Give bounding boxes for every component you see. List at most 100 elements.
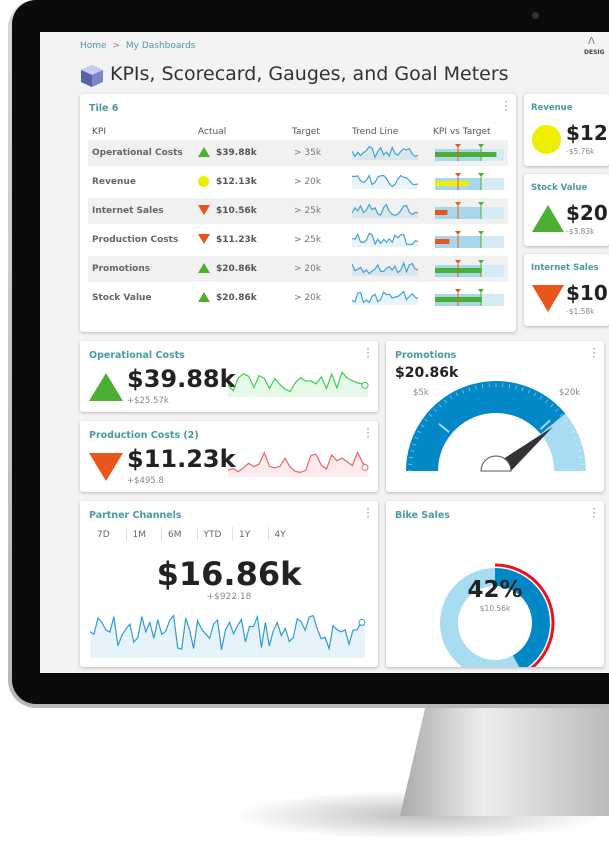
up-triangle-icon xyxy=(198,292,210,302)
kpi-actual: $20.86k xyxy=(216,264,257,274)
scorecard-row[interactable]: Internet Sales $10.56k > 25k xyxy=(88,198,508,224)
more-menu-icon[interactable]: · · · xyxy=(366,422,370,444)
gauge-tick xyxy=(414,437,419,440)
range-separator xyxy=(125,527,127,541)
kpi-value: $12 xyxy=(566,121,608,145)
range-tab-4y[interactable]: 4Y xyxy=(274,530,286,540)
trend-sparkline xyxy=(352,261,419,276)
kpi-sparkline xyxy=(228,371,369,397)
scorecard-row[interactable]: Promotions $20.86k > 20k xyxy=(88,256,508,282)
target-high-marker-icon xyxy=(478,144,484,148)
kpi-target: > 25k xyxy=(294,235,322,245)
kpi-target: > 20k xyxy=(294,293,322,303)
promotions-gauge-card: Promotions · · · $20.86k $5k $20k xyxy=(386,341,604,492)
target-high-marker-icon xyxy=(478,260,484,264)
gauge-tick xyxy=(428,413,433,417)
gauge-tick xyxy=(481,384,484,389)
gauge-tick xyxy=(533,392,537,397)
designer-label[interactable]: DESIG xyxy=(584,49,605,56)
gauge-tick xyxy=(527,389,530,394)
card-title: Revenue xyxy=(531,103,573,113)
kpi-name: Revenue xyxy=(92,177,136,187)
gauge-tick xyxy=(555,408,559,412)
target-high-marker-icon xyxy=(478,173,484,177)
header-target[interactable]: Target xyxy=(292,127,320,137)
range-tab-6m[interactable]: 6M xyxy=(168,530,182,540)
page-title: KPIs, Scorecard, Gauges, and Goal Meters xyxy=(110,63,509,85)
gauge-tick xyxy=(412,443,417,446)
trend-sparkline xyxy=(352,174,419,189)
target-low-marker-icon xyxy=(455,144,461,148)
up-triangle-icon xyxy=(89,373,123,401)
sparkline-area xyxy=(352,175,418,189)
gauge-tick xyxy=(449,395,453,400)
target-low-marker-icon xyxy=(455,231,461,235)
bullet-chart xyxy=(435,260,504,277)
sparkline-line xyxy=(90,614,366,651)
gauge-tick xyxy=(433,408,437,412)
breadcrumb-current[interactable]: My Dashboards xyxy=(125,41,196,51)
bullet-chart xyxy=(435,289,504,306)
camera-icon xyxy=(532,12,539,19)
header-trend[interactable]: Trend Line xyxy=(352,127,399,137)
more-menu-icon[interactable]: · · · xyxy=(366,502,370,524)
kpi-target: > 20k xyxy=(294,177,322,187)
range-separator xyxy=(161,527,162,541)
kpi-target: > 35k xyxy=(294,148,322,158)
kpi-card: Operational Costs · · · $39.88k +$25.57k xyxy=(80,341,378,412)
up-triangle-icon xyxy=(198,147,210,157)
kpi-name: Production Costs xyxy=(92,235,179,245)
gauge-tick xyxy=(424,418,429,422)
scorecard-row[interactable]: Stock Value $20.86k > 20k xyxy=(88,285,508,311)
header-actual[interactable]: Actual xyxy=(198,127,227,137)
scorecard-row[interactable]: Revenue $12.13k > 20k xyxy=(88,169,508,195)
more-menu-icon[interactable]: · · · xyxy=(592,342,596,364)
breadcrumb-home[interactable]: Home xyxy=(80,41,107,51)
donut-target-arc xyxy=(494,563,555,667)
bullet-chart xyxy=(435,202,504,219)
scorecard-row[interactable]: Production Costs $11.23k > 25k xyxy=(88,227,508,253)
range-tab-ytd[interactable]: YTD xyxy=(203,530,222,540)
trend-sparkline xyxy=(352,290,419,305)
card-title: Bike Sales xyxy=(395,510,450,521)
gauge-chart xyxy=(406,381,586,472)
designer-icon[interactable]: Λ xyxy=(588,36,595,47)
neutral-circle-icon xyxy=(198,176,209,187)
sparkline-line xyxy=(352,261,419,275)
gauge-needle xyxy=(500,426,553,472)
gauge-tick xyxy=(550,403,554,408)
range-tab-1y[interactable]: 1Y xyxy=(239,530,251,540)
gauge-major-tick xyxy=(539,419,551,430)
bullet-bar xyxy=(435,181,469,186)
down-triangle-icon xyxy=(89,453,123,481)
header-kpi[interactable]: KPI xyxy=(92,127,106,137)
trend-sparkline xyxy=(352,232,419,247)
more-menu-icon[interactable]: · · · xyxy=(592,502,596,524)
gauge-tick xyxy=(559,413,564,417)
header-kpi-vs-target[interactable]: KPI vs Target xyxy=(433,127,491,137)
kpi-value: $39.88k xyxy=(127,365,236,393)
gauge-tick xyxy=(515,385,517,390)
card-title: Production Costs (2) xyxy=(89,430,199,441)
gauge-major-tick xyxy=(438,423,450,433)
range-tab-1m[interactable]: 1M xyxy=(132,530,147,540)
kpi-delta: -$5.76k xyxy=(566,147,595,156)
kpi-value: $11.23k xyxy=(127,445,236,473)
scorecard-row[interactable]: Operational Costs $39.88k > 35k xyxy=(88,140,508,166)
gauge-tick xyxy=(409,456,414,459)
kpi-actual: $12.13k xyxy=(216,177,257,187)
sparkline-endpoint xyxy=(361,463,369,471)
side-kpi-card: Stock Value $20 -$3.83k xyxy=(524,174,609,246)
gauge-arc-remaining xyxy=(540,413,586,471)
kpi-name: Promotions xyxy=(92,264,151,274)
gauge-tick xyxy=(468,387,471,392)
range-tab-7d[interactable]: 7D xyxy=(97,530,110,540)
monitor-stand xyxy=(400,708,609,816)
more-menu-icon[interactable]: · · · xyxy=(504,95,508,117)
more-menu-icon[interactable]: · · · xyxy=(366,342,370,364)
kpi-actual: $39.88k xyxy=(216,148,257,158)
gauge-tick xyxy=(577,450,582,452)
trend-sparkline xyxy=(352,203,419,218)
bike-sales-card: Bike Sales · · · 42% $10.56k xyxy=(386,501,604,667)
gauge-tick xyxy=(443,399,447,404)
